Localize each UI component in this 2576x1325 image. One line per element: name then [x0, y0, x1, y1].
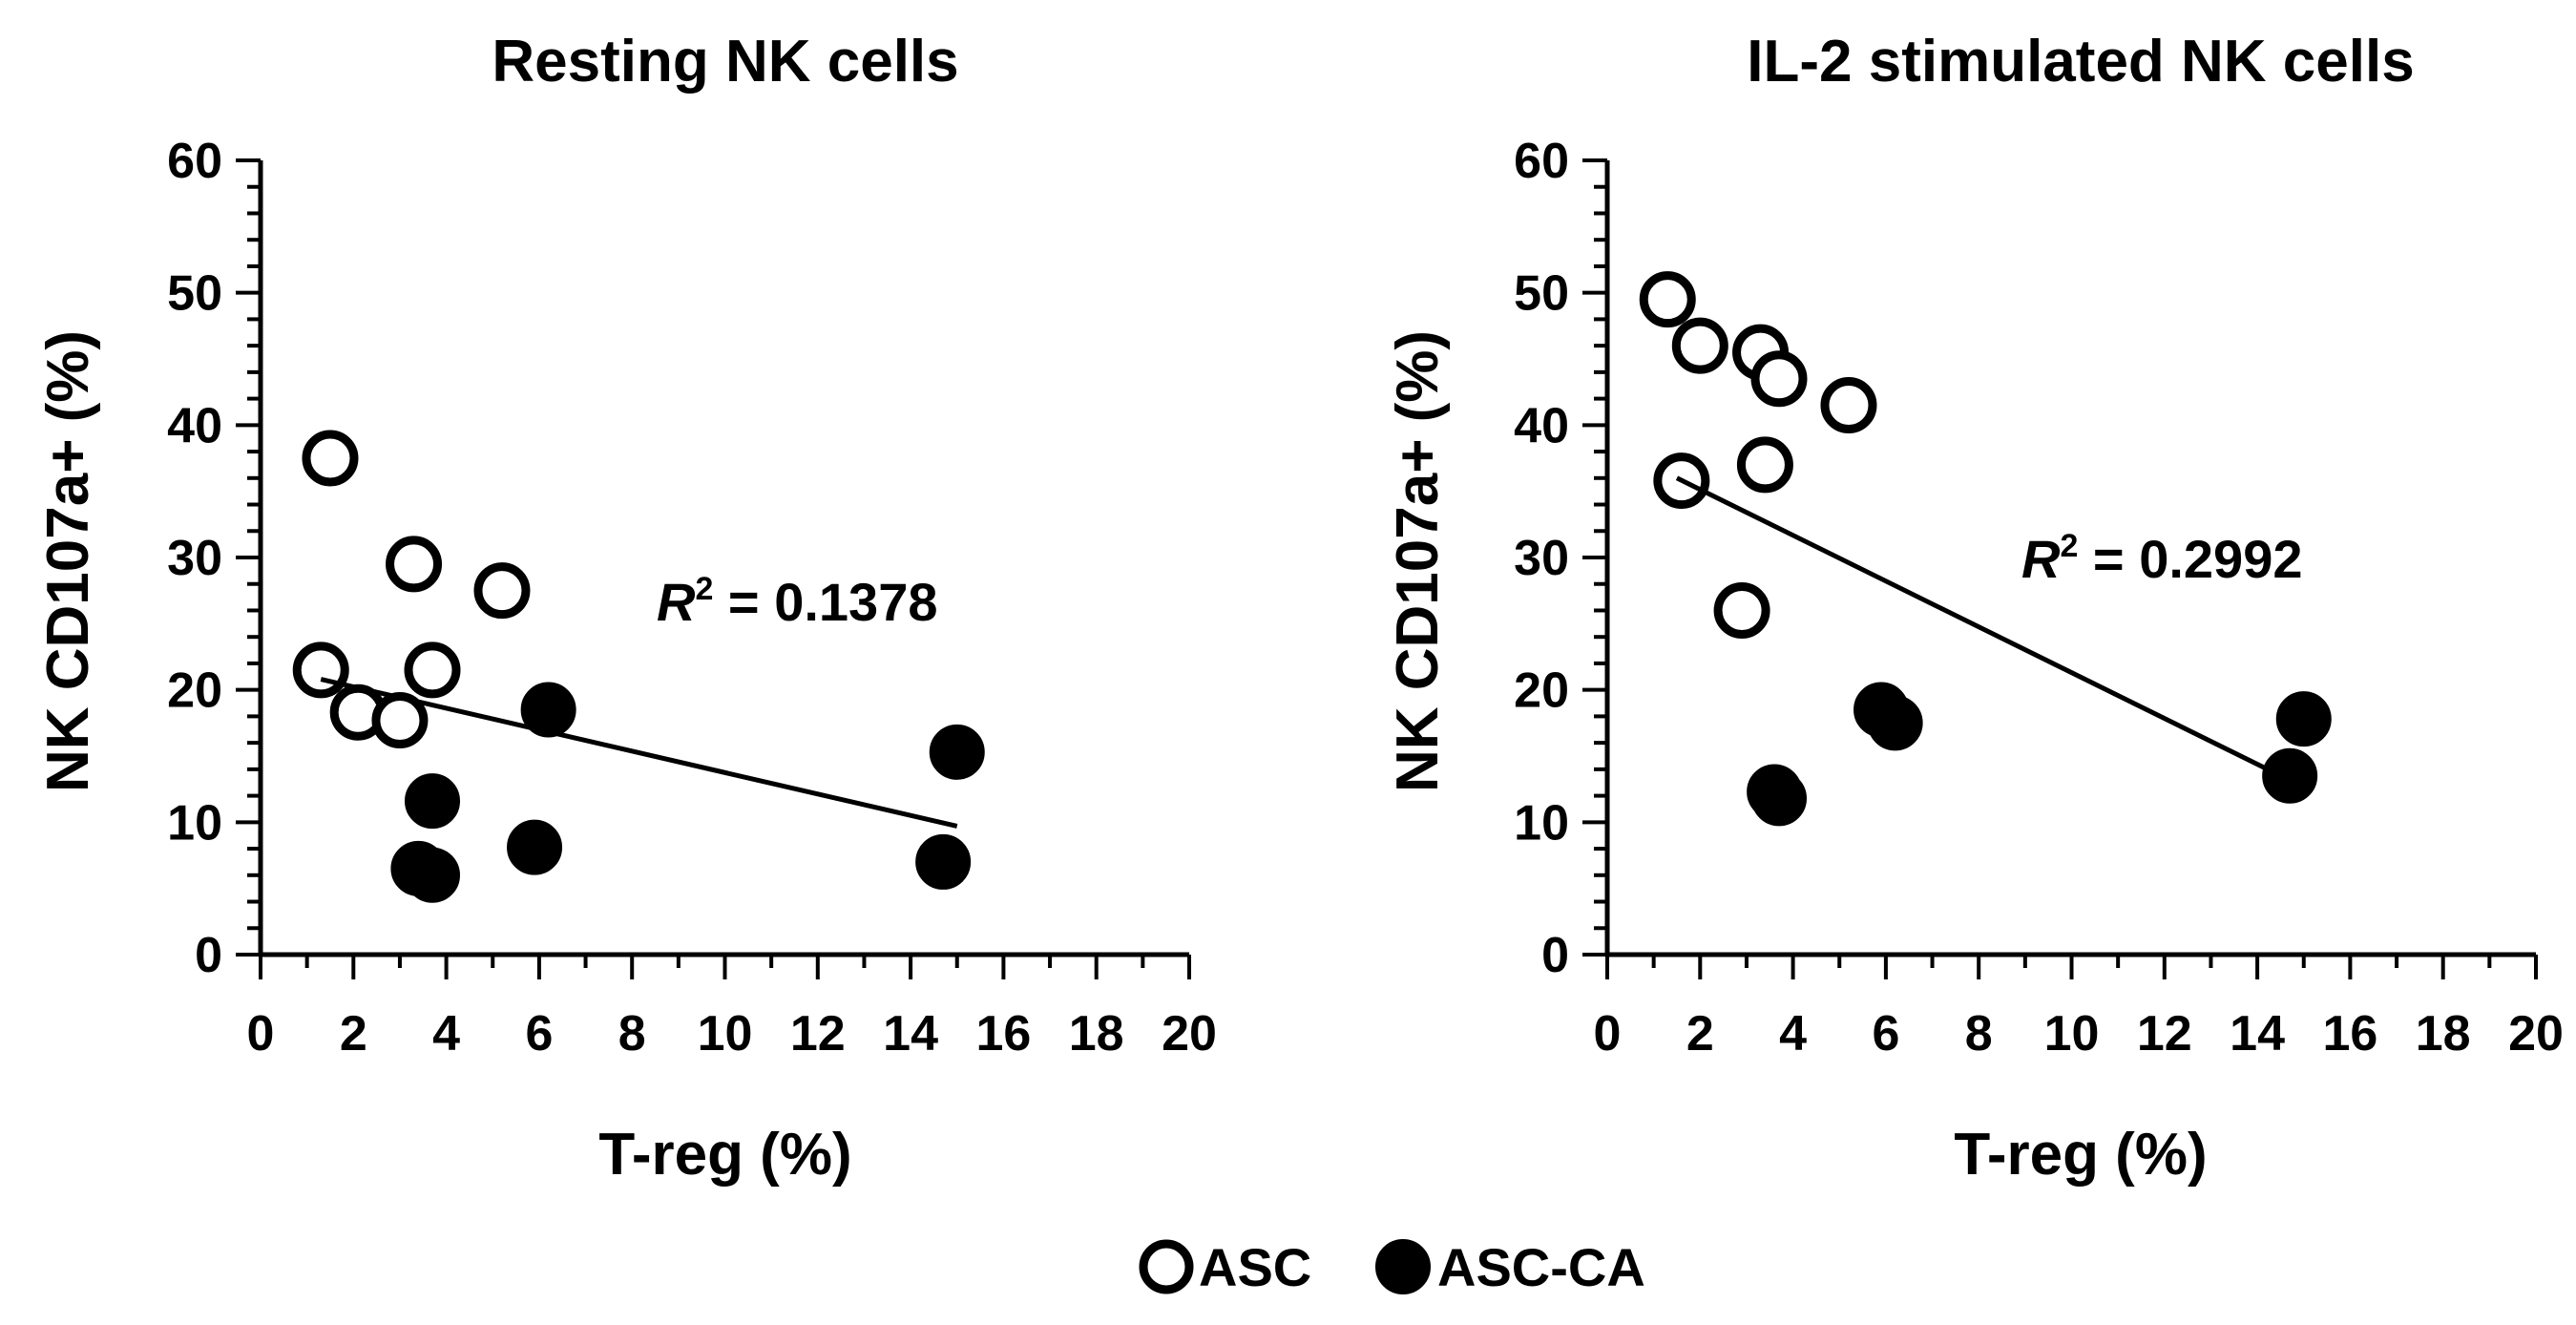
x-tick-label: 6 — [1872, 1006, 1899, 1062]
data-point-asc — [302, 430, 359, 487]
x-tick-label: 8 — [618, 1006, 646, 1062]
r-squared-symbol: R — [657, 572, 696, 632]
r-squared-annotation: R2 = 0.1378 — [657, 571, 937, 632]
chart-resting-nk: Resting NK cells NK CD107a+ (%) T-reg (%… — [35, 29, 1217, 1188]
x-tick-label: 20 — [1162, 1006, 1217, 1062]
data-point-asc — [1713, 581, 1770, 639]
data-point-asc-ca — [2262, 747, 2318, 804]
y-tick-label: 0 — [195, 928, 222, 983]
legend-marker-asc — [1139, 1239, 1194, 1294]
r-squared-value: = 0.2992 — [2078, 529, 2302, 589]
legend-label-asc: ASC — [1199, 1237, 1311, 1297]
data-point-asc-ca — [1751, 770, 1808, 827]
x-tick-label: 10 — [2044, 1006, 2100, 1062]
data-point-asc-ca — [2275, 691, 2332, 747]
y-tick-label: 40 — [167, 398, 222, 453]
data-point-asc — [1639, 271, 1696, 328]
data-point-asc-ca — [405, 773, 461, 830]
y-tick-label: 20 — [1514, 663, 1569, 719]
y-tick-label: 10 — [1514, 795, 1569, 851]
x-tick-label: 6 — [525, 1006, 553, 1062]
x-tick-label: 0 — [1594, 1006, 1622, 1062]
r-squared-symbol: R — [2021, 529, 2061, 589]
y-tick-label: 30 — [1514, 531, 1569, 586]
x-tick-label: 0 — [247, 1006, 275, 1062]
data-point-asc-ca — [405, 847, 461, 903]
data-point-asc-ca — [507, 819, 563, 875]
r-squared-annotation: R2 = 0.2992 — [2021, 528, 2302, 589]
data-point-asc — [1671, 317, 1728, 374]
r-squared-superscript: 2 — [2060, 528, 2078, 564]
x-tick-label: 10 — [698, 1006, 753, 1062]
y-tick-label: 0 — [1541, 928, 1569, 983]
y-tick-label: 30 — [167, 531, 222, 586]
x-tick-label: 12 — [2137, 1006, 2192, 1062]
x-tick-label: 16 — [975, 1006, 1031, 1062]
x-axis-label: T-reg (%) — [598, 1122, 851, 1188]
x-tick-label: 18 — [1069, 1006, 1124, 1062]
chart-title: IL-2 stimulated NK cells — [1747, 29, 2414, 95]
trendline — [320, 677, 958, 829]
x-tick-label: 20 — [2508, 1006, 2564, 1062]
y-tick-label: 60 — [167, 134, 222, 189]
y-tick-label: 10 — [167, 795, 222, 851]
y-tick-label: 60 — [1514, 134, 1569, 189]
data-point-asc-ca — [520, 682, 576, 738]
x-tick-label: 8 — [1965, 1006, 1993, 1062]
data-point-asc — [404, 641, 461, 699]
data-point-asc-ca — [1867, 695, 1923, 751]
data-point-asc-ca — [929, 724, 985, 780]
data-point-asc — [1820, 377, 1877, 434]
y-axis-label: NK CD107a+ (%) — [35, 330, 101, 792]
legend-marker-asc-ca — [1375, 1239, 1431, 1294]
data-point-asc-ca — [915, 833, 972, 890]
data-point-asc — [1736, 436, 1793, 494]
y-tick-label: 50 — [167, 266, 222, 322]
trendline — [1675, 475, 2296, 785]
y-axis-label: NK CD107a+ (%) — [1385, 330, 1451, 792]
r-squared-superscript: 2 — [695, 571, 713, 607]
x-tick-label: 18 — [2416, 1006, 2471, 1062]
x-tick-label: 2 — [1686, 1006, 1714, 1062]
data-point-asc — [292, 641, 349, 699]
x-tick-label: 16 — [2322, 1006, 2377, 1062]
r-squared-value: = 0.1378 — [713, 572, 937, 632]
x-tick-label: 14 — [883, 1006, 938, 1062]
y-tick-label: 20 — [167, 663, 222, 719]
y-tick-label: 40 — [1514, 398, 1569, 453]
x-tick-label: 12 — [790, 1006, 846, 1062]
x-tick-label: 4 — [432, 1006, 460, 1062]
legend: ASC ASC-CA — [1139, 1237, 1645, 1297]
x-tick-label: 14 — [2230, 1006, 2285, 1062]
data-point-asc — [473, 562, 531, 620]
x-tick-label: 2 — [340, 1006, 367, 1062]
chart-title: Resting NK cells — [492, 29, 958, 95]
data-point-asc — [386, 536, 443, 593]
y-tick-label: 50 — [1514, 266, 1569, 322]
chart-il2-stimulated-nk: IL-2 stimulated NK cells NK CD107a+ (%) … — [1385, 29, 2564, 1188]
x-tick-label: 4 — [1779, 1006, 1807, 1062]
legend-label-asc-ca: ASC-CA — [1437, 1237, 1645, 1297]
x-axis-label: T-reg (%) — [1954, 1122, 2207, 1188]
data-point-asc — [1750, 350, 1808, 408]
